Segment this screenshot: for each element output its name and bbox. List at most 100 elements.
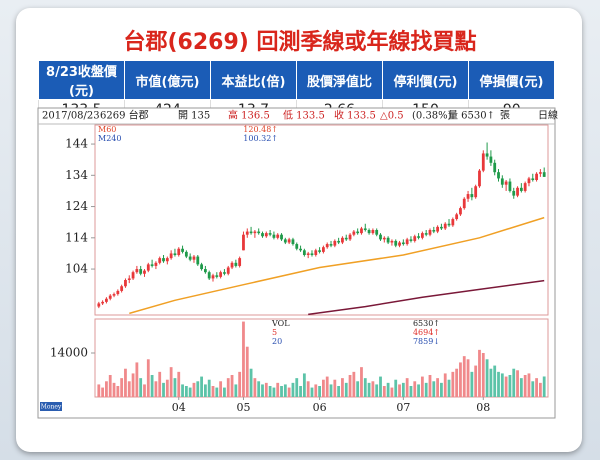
candle-body xyxy=(527,178,531,184)
column-header: 停利價(元) xyxy=(382,60,469,100)
candle-body xyxy=(139,269,143,274)
candle-body xyxy=(120,286,124,291)
legend-value: 120.48↑ xyxy=(243,125,278,134)
candle-body xyxy=(238,258,242,266)
candle-body xyxy=(207,272,211,279)
candle-body xyxy=(375,230,379,235)
volume-bar xyxy=(337,386,341,397)
volume-bar xyxy=(405,378,409,397)
volume-bar xyxy=(493,365,497,397)
volume-bar xyxy=(253,378,257,397)
candle-body xyxy=(470,194,474,198)
candle-body xyxy=(310,253,314,255)
volume-bar xyxy=(348,375,352,397)
candle-body xyxy=(200,264,203,270)
volume-bar xyxy=(196,381,200,397)
volume-bar xyxy=(112,382,116,397)
volume-bar xyxy=(306,381,310,397)
volume-bar xyxy=(512,368,516,397)
volume-bar xyxy=(203,384,207,397)
volume-bar xyxy=(417,384,420,397)
volume-bar xyxy=(504,376,508,397)
volume-bar xyxy=(322,379,325,397)
candle-body xyxy=(101,301,105,304)
ma-line xyxy=(129,216,545,315)
column-header: 8/23收盤價(元) xyxy=(38,60,125,100)
volume-panel xyxy=(94,318,549,398)
volume-bar xyxy=(470,371,474,397)
volume-bar xyxy=(154,381,158,397)
x-tick-label: 04 xyxy=(172,401,186,414)
candle-body xyxy=(405,239,409,245)
candle-body xyxy=(542,172,546,177)
volume-bar xyxy=(173,378,177,397)
candle-body xyxy=(177,248,181,255)
legend-value: 7859↓ xyxy=(413,337,440,346)
candle-body xyxy=(314,250,318,255)
candle-body xyxy=(295,244,299,249)
candle-body xyxy=(173,253,177,255)
candle-body xyxy=(242,234,245,251)
volume-bar xyxy=(443,373,447,397)
candle-body xyxy=(417,236,420,238)
candle-body xyxy=(337,240,341,243)
candle-body xyxy=(386,237,390,243)
candle-body xyxy=(504,181,508,185)
chart-frame xyxy=(37,107,556,419)
volume-bar xyxy=(242,321,245,397)
candle-body xyxy=(436,226,440,232)
candle-body xyxy=(481,153,485,171)
volume-bar xyxy=(489,368,493,397)
candle-body xyxy=(474,186,478,198)
candle-body xyxy=(150,264,154,266)
volume-bar xyxy=(424,382,428,397)
candle-body xyxy=(245,231,249,235)
candle-body xyxy=(181,248,184,252)
volume-bar xyxy=(363,378,367,397)
volume-bar xyxy=(124,368,127,397)
candle-body xyxy=(196,256,200,265)
candle-body xyxy=(352,231,356,235)
candle-body xyxy=(165,258,169,262)
volume-bar xyxy=(97,384,101,397)
candle-body xyxy=(124,280,127,287)
candle-body xyxy=(291,239,295,245)
info-text: 6269 台郡 xyxy=(100,109,149,122)
volume-bar xyxy=(413,381,417,397)
info-text: 張 xyxy=(500,110,510,122)
legend-label: M240 xyxy=(98,134,121,143)
header-row: 8/23收盤價(元) 市值(億元) 本益比(倍) 股價淨值比 停利價(元) 停損價(元) xyxy=(38,60,555,100)
candle-body xyxy=(356,231,360,234)
x-tick-label: 07 xyxy=(396,401,410,414)
candle-body xyxy=(105,298,108,302)
volume-bar xyxy=(531,381,535,397)
volume-bar xyxy=(184,386,188,397)
volume-bar xyxy=(432,381,436,397)
candle-body xyxy=(135,269,139,273)
column-header: 股價淨值比 xyxy=(296,60,383,100)
legend-value: 100.32↑ xyxy=(243,134,278,143)
legend-value: 4694↑ xyxy=(413,328,440,337)
volume-bar xyxy=(226,378,230,397)
candle-body xyxy=(280,234,283,240)
volume-bar xyxy=(234,384,238,397)
info-text: 日線 xyxy=(538,109,558,122)
volume-bar xyxy=(139,378,143,397)
y-tick-label: 144 xyxy=(65,137,88,151)
volume-bar xyxy=(329,384,333,397)
volume-bar xyxy=(188,387,192,397)
candle-body xyxy=(394,240,398,246)
candle-body xyxy=(329,244,333,246)
candle-body xyxy=(333,240,337,246)
volume-bar xyxy=(283,384,287,397)
candle-body xyxy=(497,172,500,179)
candle-body xyxy=(519,187,523,191)
volume-bar xyxy=(382,386,386,397)
volume-bar xyxy=(386,382,390,397)
candle-body xyxy=(455,214,459,220)
volume-bar xyxy=(135,362,139,397)
volume-bar xyxy=(394,379,398,397)
volume-bar xyxy=(162,382,165,397)
candle-body xyxy=(223,272,226,274)
legend-label: VOL xyxy=(271,319,290,328)
